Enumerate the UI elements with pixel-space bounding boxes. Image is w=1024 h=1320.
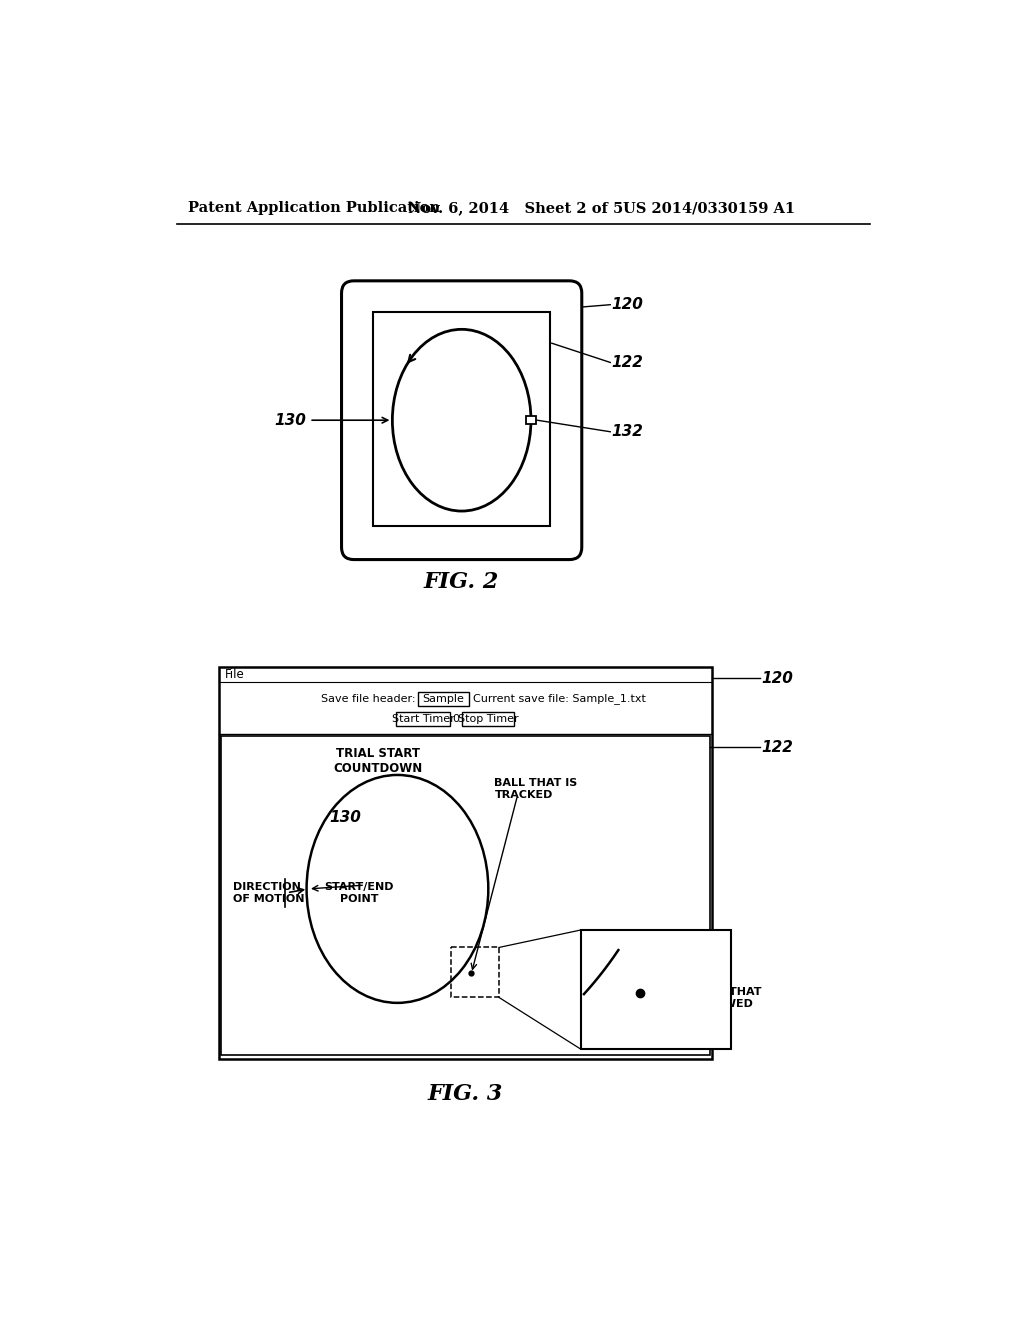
Bar	[396, 711, 451, 726]
Text: 132: 132	[669, 969, 698, 983]
Text: Nov. 6, 2014   Sheet 2 of 5: Nov. 6, 2014 Sheet 2 of 5	[408, 202, 623, 215]
FancyBboxPatch shape	[342, 281, 582, 560]
Text: File: File	[225, 668, 245, 681]
Bar	[581, 929, 731, 1049]
Text: 130: 130	[330, 809, 361, 825]
Ellipse shape	[306, 775, 488, 1003]
Text: Save file header:: Save file header:	[321, 694, 416, 704]
Bar	[452, 948, 499, 998]
Text: 122: 122	[761, 741, 793, 755]
Text: 132: 132	[611, 424, 644, 440]
Text: RED LINE THAT
IS FOLLOWED: RED LINE THAT IS FOLLOWED	[669, 987, 762, 1008]
Text: Stop Timer: Stop Timer	[458, 714, 518, 723]
Text: Sample: Sample	[422, 694, 464, 704]
Text: 122: 122	[611, 355, 644, 370]
Text: BALL THAT IS
TRACKED: BALL THAT IS TRACKED	[495, 779, 578, 800]
Text: 0: 0	[452, 714, 459, 723]
Text: 130: 130	[274, 413, 306, 428]
Text: FIG. 2: FIG. 2	[424, 572, 500, 593]
Bar	[219, 667, 712, 1059]
Text: DIRECTION
OF MOTION: DIRECTION OF MOTION	[233, 882, 304, 904]
Text: Patent Application Publication: Patent Application Publication	[188, 202, 440, 215]
Text: US 2014/0330159 A1: US 2014/0330159 A1	[624, 202, 796, 215]
Text: Current save file: Sample_1.txt: Current save file: Sample_1.txt	[473, 693, 646, 705]
Text: Start Timer: Start Timer	[392, 714, 455, 723]
Text: FIG. 3: FIG. 3	[428, 1082, 503, 1105]
Text: 120: 120	[611, 297, 644, 313]
Ellipse shape	[392, 330, 531, 511]
Bar	[373, 313, 550, 527]
Bar	[221, 737, 711, 1055]
Text: START/END
POINT: START/END POINT	[325, 882, 393, 904]
Bar	[525, 416, 536, 424]
Bar	[418, 692, 469, 706]
Text: 120: 120	[761, 671, 793, 685]
Bar	[462, 711, 514, 726]
Text: TRIAL START
COUNTDOWN: TRIAL START COUNTDOWN	[333, 747, 423, 775]
